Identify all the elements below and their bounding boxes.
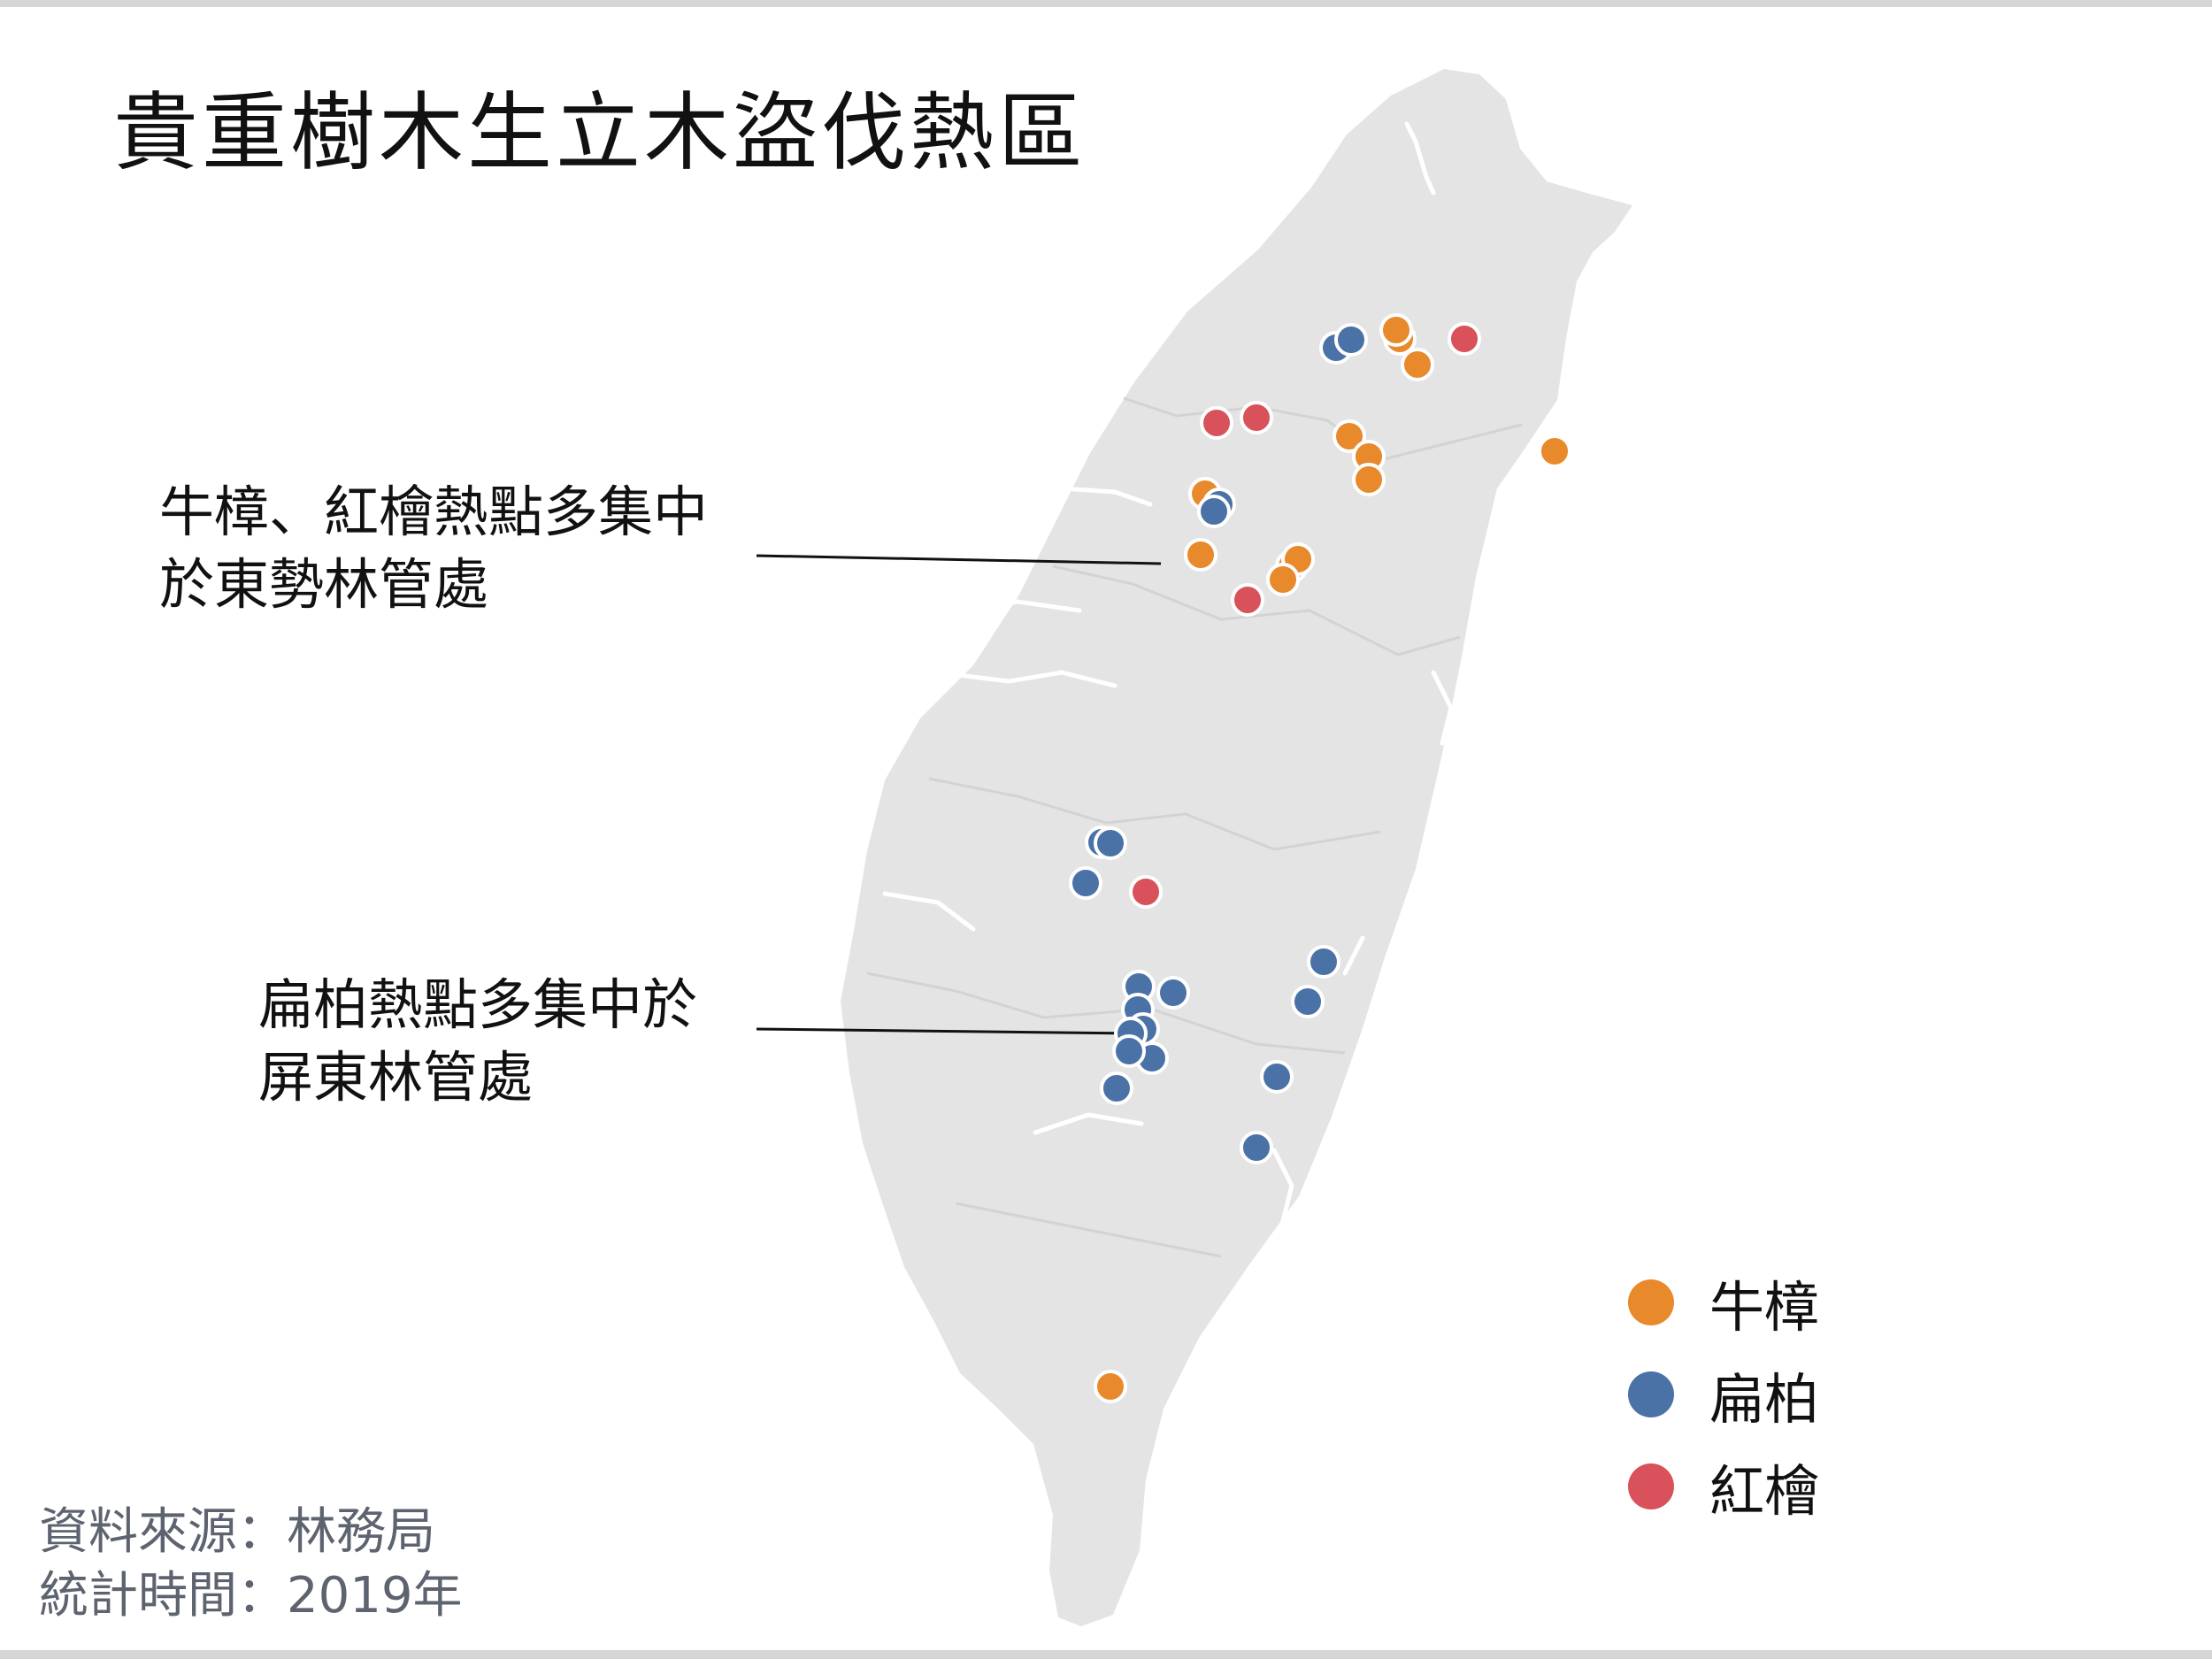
point-niuzhang xyxy=(1184,538,1217,572)
map-title: 貴重樹木生立木盜伐熱區 xyxy=(113,83,1087,182)
point-niuzhang xyxy=(1379,313,1413,347)
legend: 牛樟 扁柏 紅檜 xyxy=(1628,1256,1819,1532)
point-bianbo xyxy=(1112,1034,1146,1068)
points-bianbo xyxy=(1069,323,1368,1164)
bottom-border xyxy=(0,1650,2212,1659)
leader-line-north xyxy=(756,554,1162,565)
annotation-north-line1: 牛樟、紅檜熱點多集中 xyxy=(159,480,709,544)
rivers xyxy=(882,121,1454,1224)
river-line xyxy=(1342,935,1365,976)
legend-item-niuzhang: 牛樟 xyxy=(1628,1256,1819,1348)
points-hongkuai xyxy=(1129,322,1481,909)
point-niuzhang xyxy=(1094,1370,1127,1403)
county-boundaries xyxy=(866,396,1523,1258)
source-note: 資料來源：林務局 統計時間：2019年 xyxy=(39,1501,463,1628)
annotation-north-line2: 於東勢林管處 xyxy=(159,552,489,617)
stat-period-line: 統計時間：2019年 xyxy=(39,1567,463,1624)
annotation-north: 牛樟、紅檜熱點多集中 於東勢林管處 xyxy=(159,476,708,621)
point-hongkuai xyxy=(1200,406,1233,440)
legend-label-bianbo: 扁柏 xyxy=(1709,1367,1820,1432)
top-border xyxy=(0,0,2212,7)
point-bianbo xyxy=(1307,945,1340,979)
point-bianbo xyxy=(1260,1060,1294,1094)
legend-dot-niuzhang xyxy=(1628,1279,1674,1325)
river-line xyxy=(962,599,1082,613)
point-bianbo xyxy=(1240,1131,1273,1164)
legend-dot-hongkuai xyxy=(1628,1463,1674,1509)
annotation-south: 扁柏熱點多集中於 屏東林管處 xyxy=(258,969,697,1114)
legend-label-hongkuai: 紅檜 xyxy=(1709,1459,1820,1524)
legend-dot-bianbo xyxy=(1628,1371,1674,1417)
source-line: 資料來源：林務局 xyxy=(39,1503,435,1561)
point-niuzhang xyxy=(1333,419,1366,453)
taiwan-landmass xyxy=(841,69,1632,1626)
point-hongkuai xyxy=(1240,401,1273,434)
points-niuzhang xyxy=(1094,313,1571,1403)
point-bianbo xyxy=(1197,495,1231,528)
river-line xyxy=(1404,121,1436,196)
point-hongkuai xyxy=(1448,322,1481,356)
point-niuzhang xyxy=(1538,434,1571,468)
point-hongkuai xyxy=(1231,583,1264,617)
river-line xyxy=(935,670,1118,688)
point-niuzhang xyxy=(1352,463,1386,496)
annotation-south-line2: 屏東林管處 xyxy=(258,1045,534,1110)
point-hongkuai xyxy=(1129,875,1163,909)
point-bianbo xyxy=(1100,1071,1133,1105)
annotation-south-line1: 扁柏熱點多集中於 xyxy=(258,972,698,1037)
legend-item-bianbo: 扁柏 xyxy=(1628,1348,1819,1440)
point-niuzhang xyxy=(1266,563,1300,596)
legend-label-niuzhang: 牛樟 xyxy=(1709,1275,1820,1340)
point-bianbo xyxy=(1156,976,1190,1010)
point-bianbo xyxy=(1094,826,1127,860)
river-line xyxy=(1271,1148,1294,1224)
river-line xyxy=(1431,670,1454,746)
river-line xyxy=(1033,1112,1144,1135)
leader-line-south xyxy=(756,1027,1138,1035)
river-line xyxy=(1024,486,1153,507)
point-bianbo xyxy=(1334,323,1368,357)
point-bianbo xyxy=(1291,985,1325,1018)
river-line xyxy=(882,891,976,932)
point-bianbo xyxy=(1069,866,1102,900)
point-niuzhang xyxy=(1401,348,1434,381)
legend-item-hongkuai: 紅檜 xyxy=(1628,1440,1819,1532)
